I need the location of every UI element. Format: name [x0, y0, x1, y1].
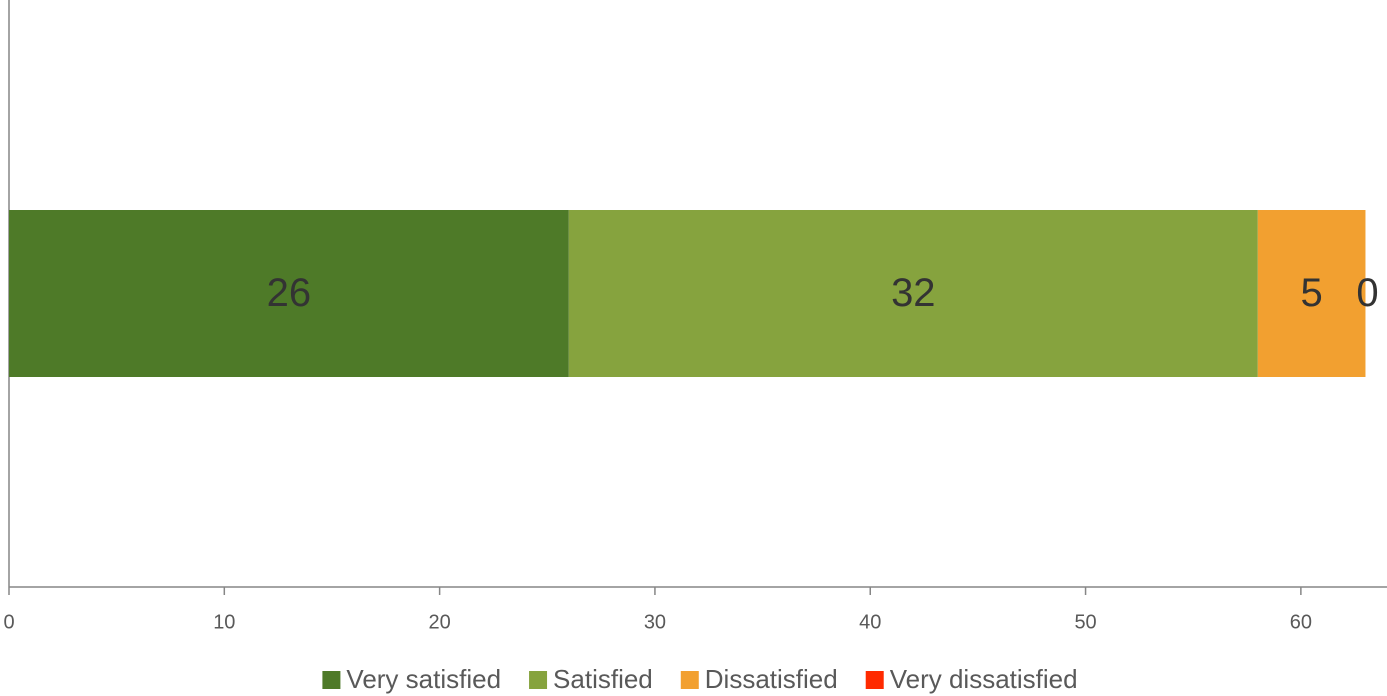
data-label: 26 — [267, 271, 312, 315]
legend-swatch — [529, 671, 548, 689]
x-tick-label: 20 — [429, 611, 451, 633]
bar-segment — [9, 210, 569, 377]
x-tick-label: 60 — [1290, 611, 1312, 633]
x-tick-label: 0 — [3, 611, 14, 633]
bar-segment — [568, 210, 1258, 377]
x-tick-label: 40 — [859, 611, 881, 633]
legend-swatch — [322, 671, 341, 689]
legend-swatch — [865, 671, 884, 689]
legend-label: Very dissatisfied — [890, 664, 1078, 694]
data-label: 32 — [891, 271, 936, 315]
legend-label: Satisfied — [553, 664, 653, 694]
data-label: 0 — [1356, 271, 1378, 315]
x-tick-label: 30 — [644, 611, 666, 633]
legend-swatch — [680, 671, 699, 689]
x-tick-label: 50 — [1074, 611, 1096, 633]
legend-label: Dissatisfied — [705, 664, 838, 694]
bar-segment — [1257, 210, 1366, 377]
data-label: 5 — [1301, 271, 1323, 315]
legend-label: Very satisfied — [346, 664, 501, 694]
x-tick-label: 10 — [213, 611, 235, 633]
